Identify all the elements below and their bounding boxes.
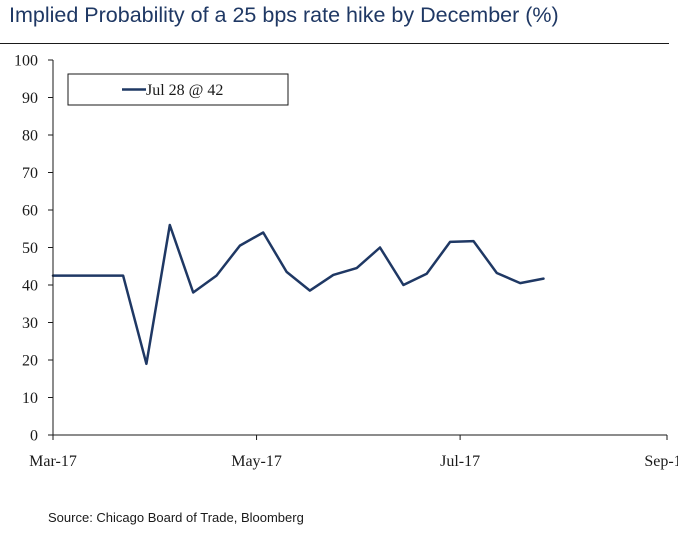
y-tick-label: 40 bbox=[22, 278, 38, 295]
x-tick-label: Sep-17 bbox=[644, 453, 678, 470]
y-tick-label: 70 bbox=[22, 165, 38, 182]
legend: Jul 28 @ 42 bbox=[67, 73, 289, 106]
chart-title: Implied Probability of a 25 bps rate hik… bbox=[9, 3, 559, 27]
y-tick-label: 90 bbox=[22, 90, 38, 107]
source-note: Source: Chicago Board of Trade, Bloomber… bbox=[48, 510, 304, 525]
legend-label: Jul 28 @ 42 bbox=[146, 82, 223, 99]
title-divider bbox=[0, 43, 669, 44]
y-axis-ticks: 0 10 20 30 40 50 60 70 80 90 100 bbox=[14, 53, 53, 445]
x-tick-label: Jul-17 bbox=[440, 453, 480, 470]
x-tick-label: Mar-17 bbox=[29, 453, 77, 470]
y-tick-label: 30 bbox=[22, 315, 38, 332]
x-axis-ticks: Mar-17 May-17 Jul-17 Sep-17 bbox=[29, 435, 678, 470]
y-tick-label: 0 bbox=[30, 428, 38, 445]
series-line bbox=[51, 223, 545, 366]
y-tick-label: 100 bbox=[14, 53, 38, 70]
y-tick-label: 50 bbox=[22, 240, 38, 257]
legend-box bbox=[67, 73, 289, 106]
x-tick-label: May-17 bbox=[231, 453, 282, 470]
y-tick-label: 60 bbox=[22, 203, 38, 220]
y-tick-label: 20 bbox=[22, 353, 38, 370]
series-layer bbox=[51, 223, 545, 366]
y-tick-label: 10 bbox=[22, 390, 38, 407]
y-tick-label: 80 bbox=[22, 128, 38, 145]
axes bbox=[52, 60, 667, 436]
